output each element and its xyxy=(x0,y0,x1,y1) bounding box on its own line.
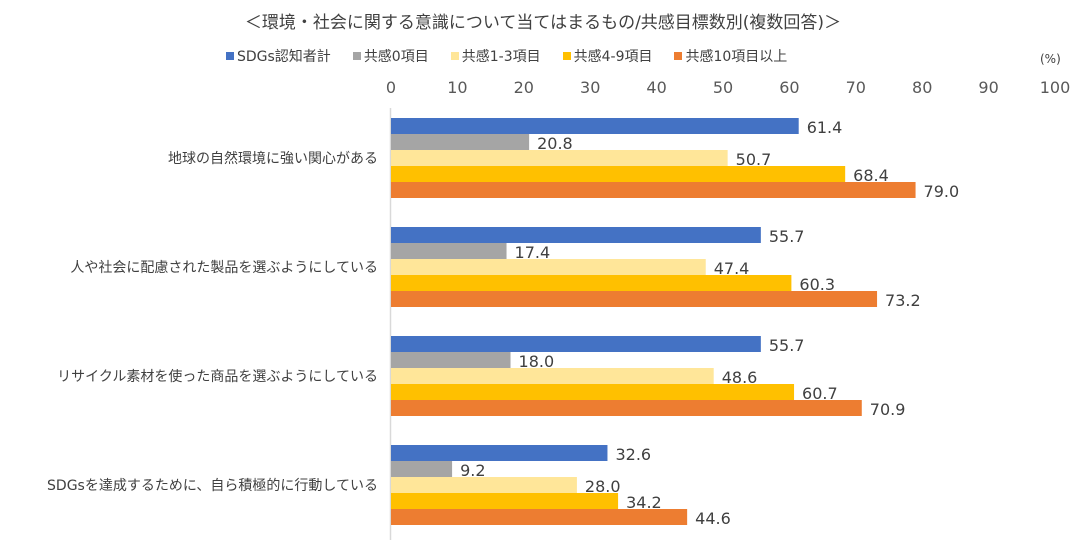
bar xyxy=(391,461,453,477)
bar xyxy=(391,384,795,400)
legend-item-empathy-1-3: 共感1-3項目 xyxy=(450,46,541,66)
data-label: 9.2 xyxy=(460,461,485,480)
bar xyxy=(391,509,688,525)
bar xyxy=(391,259,706,275)
data-label: 70.9 xyxy=(870,400,906,419)
legend-item-empathy-10-plus: 共感10項目以上 xyxy=(674,46,787,66)
data-label: 47.4 xyxy=(714,259,750,278)
data-label: 44.6 xyxy=(695,509,731,528)
bar xyxy=(391,134,530,150)
data-label: 60.7 xyxy=(802,384,838,403)
x-tick-label: 30 xyxy=(580,78,600,97)
bar xyxy=(391,352,511,368)
legend-item-empathy-0: 共感0項目 xyxy=(352,46,429,66)
x-tick-label: 70 xyxy=(846,78,866,97)
legend-swatch xyxy=(352,52,361,60)
x-tick-label: 90 xyxy=(978,78,998,97)
data-label: 28.0 xyxy=(585,477,621,496)
x-tick-label: 40 xyxy=(646,78,666,97)
bar xyxy=(391,400,862,416)
data-label: 50.7 xyxy=(736,150,772,169)
legend-label: SDGs認知者計 xyxy=(237,49,331,65)
legend-label: 共感1-3項目 xyxy=(461,49,541,65)
data-label: 55.7 xyxy=(769,336,805,355)
x-tick-label: 60 xyxy=(779,78,799,97)
bar xyxy=(391,182,916,198)
legend-swatch xyxy=(562,52,571,60)
bar xyxy=(391,118,799,134)
data-label: 17.4 xyxy=(515,243,551,262)
x-tick-label: 10 xyxy=(447,78,467,97)
x-tick-label: 0 xyxy=(386,78,396,97)
bar xyxy=(391,150,728,166)
bar xyxy=(391,166,846,182)
legend-swatch xyxy=(450,52,459,60)
data-label: 18.0 xyxy=(519,352,555,371)
legend-item-sdgs-total: SDGs認知者計 xyxy=(226,46,331,66)
data-label: 20.8 xyxy=(537,134,573,153)
legend-label: 共感4-9項目 xyxy=(573,49,653,65)
bar xyxy=(391,477,577,493)
bar xyxy=(391,275,792,291)
legend-item-empathy-4-9: 共感4-9項目 xyxy=(562,46,653,66)
x-tick-label: 20 xyxy=(514,78,534,97)
chart-title: ＜環境・社会に関する意識について当てはまるもの/共感目標数別(複数回答)＞ xyxy=(244,13,842,33)
category-label: リサイクル素材を使った商品を選ぶようにしている xyxy=(57,368,378,385)
legend-label: 共感0項目 xyxy=(363,49,429,65)
legend: SDGs認知者計 共感0項目 共感1-3項目 共感4-9項目 共感10項目以上 xyxy=(226,46,809,66)
data-label: 55.7 xyxy=(769,227,805,246)
data-label: 60.3 xyxy=(799,275,835,294)
bar xyxy=(391,368,714,384)
bar xyxy=(391,445,608,461)
data-label: 48.6 xyxy=(722,368,758,387)
category-label: 人や社会に配慮された製品を選ぶようにしている xyxy=(70,260,378,276)
data-label: 61.4 xyxy=(807,118,843,137)
category-label: 地球の自然環境に強い関心がある xyxy=(168,150,378,167)
legend-label: 共感10項目以上 xyxy=(685,49,788,65)
category-label: SDGsを達成するために、自ら積極的に行動している xyxy=(47,478,378,494)
x-tick-label: 80 xyxy=(912,78,932,97)
x-tick-label: 100 xyxy=(1040,78,1071,97)
x-tick-label: 50 xyxy=(713,78,733,97)
data-label: 73.2 xyxy=(885,291,921,310)
bar xyxy=(391,243,507,259)
unit-label: (%) xyxy=(1040,52,1061,66)
legend-swatch xyxy=(674,52,683,60)
data-label: 68.4 xyxy=(853,166,889,185)
bar xyxy=(391,227,761,243)
data-label: 32.6 xyxy=(615,445,651,464)
bar xyxy=(391,336,761,352)
bar xyxy=(391,493,619,509)
legend-swatch xyxy=(226,52,234,60)
data-label: 79.0 xyxy=(924,182,960,201)
bar xyxy=(391,291,878,307)
data-label: 34.2 xyxy=(626,493,662,512)
